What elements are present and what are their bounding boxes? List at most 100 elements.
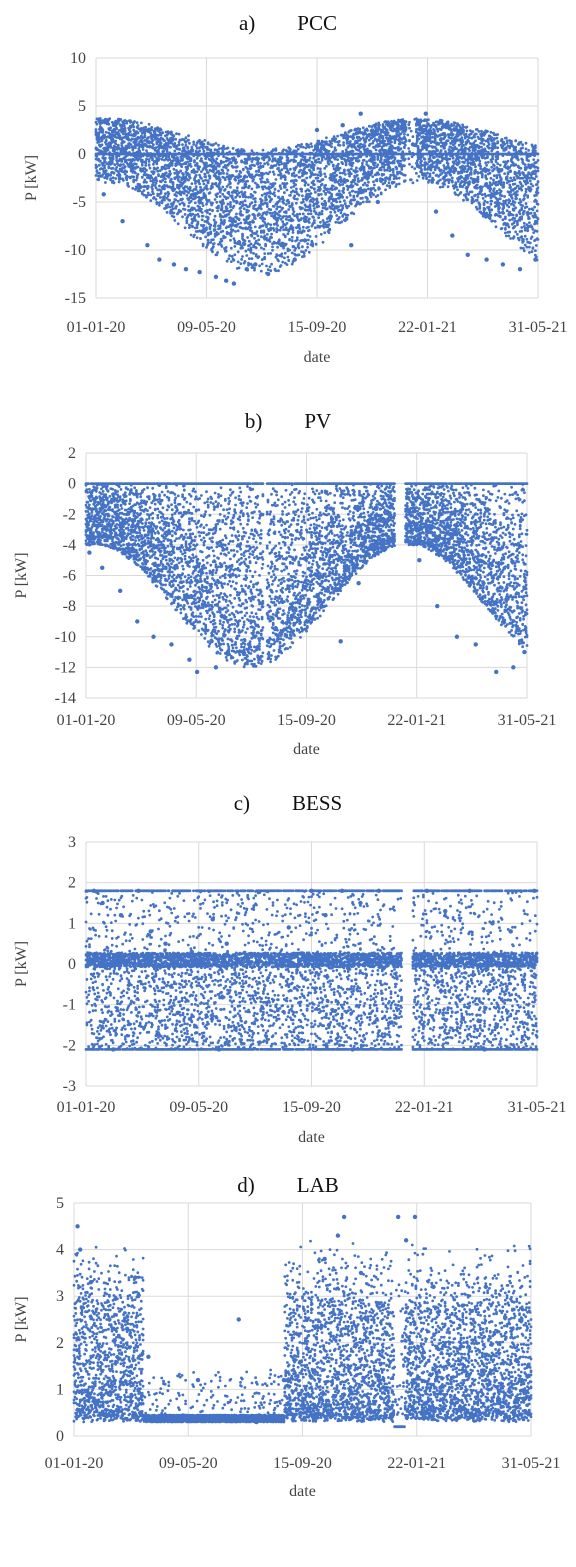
data-point-pcc-6 xyxy=(157,257,162,262)
chart-title-bess: c) BESS xyxy=(234,791,343,815)
data-point-pcc-27 xyxy=(423,111,428,116)
ytick-pv-8: 2 xyxy=(68,445,76,462)
xtick-bess-1: 09-05-20 xyxy=(169,1099,228,1116)
data-point-pv-1 xyxy=(100,565,105,571)
data-point-lab-19 xyxy=(412,1214,418,1220)
ytick-bess-1: -2 xyxy=(63,1037,76,1054)
data-point-pv-24 xyxy=(522,649,527,655)
chart-panel-bess: c) BESS -3 -2 -1 0 1 2 3 01-01-20 09-05-20 15-09-2… xyxy=(0,780,576,1170)
xtick-pv-1: 09-05-20 xyxy=(167,712,226,729)
data-point-pcc-32 xyxy=(500,262,506,267)
data-point-lab-7 xyxy=(195,1377,201,1383)
data-point-pcc-15 xyxy=(265,271,271,277)
xtick-lab-3: 22-01-21 xyxy=(387,1455,446,1472)
ytick-lab-0: 0 xyxy=(56,1428,64,1445)
ylabel-pcc: P [kW] xyxy=(23,155,40,201)
ytick-pv-3: -8 xyxy=(63,598,76,615)
data-point-pv-17 xyxy=(386,535,391,540)
data-point-pcc-3 xyxy=(120,219,125,224)
data-point-bess-12 xyxy=(339,888,345,893)
data-point-bess-1 xyxy=(100,900,105,906)
data-point-pv-23 xyxy=(511,665,516,670)
data-point-bess-7 xyxy=(210,917,215,922)
chart-svg-bess: c) BESS -3 -2 -1 0 1 2 3 01-01-20 09-05-20 15-09-2… xyxy=(13,791,567,1146)
chart-svg-lab: d) LAB 0 1 2 3 4 5 01-01-20 09-05-20 15-09-20 22-0… xyxy=(13,1173,560,1500)
ytick-lab-4: 4 xyxy=(56,1242,64,1259)
data-point-pcc-7 xyxy=(171,262,177,267)
data-point-lab-23 xyxy=(510,1326,515,1332)
xtick-bess-0: 01-01-20 xyxy=(57,1099,116,1116)
data-point-lab-10 xyxy=(281,1377,287,1383)
data-point-pv-15 xyxy=(338,639,343,644)
ytick-bess-5: 2 xyxy=(68,875,76,892)
xlabel-pcc: date xyxy=(304,349,331,366)
chart-title-lab: d) LAB xyxy=(237,1173,339,1197)
data-point-lab-13 xyxy=(335,1233,341,1238)
chart-panel-pv: b) PV -14 -12 -10 -8 -6 -4 -2 0 2 01-01-20 09-05-20… xyxy=(0,390,576,780)
xlabel-bess: date xyxy=(298,1129,325,1146)
data-point-bess-6 xyxy=(189,949,194,954)
data-point-pcc-4 xyxy=(132,132,137,137)
data-point-pcc-9 xyxy=(197,269,202,275)
ytick-bess-6: 3 xyxy=(68,834,76,851)
data-point-pcc-21 xyxy=(340,123,345,128)
ytick-pv-0: -14 xyxy=(55,690,76,707)
data-point-pcc-30 xyxy=(465,252,470,257)
xtick-lab-2: 15-09-20 xyxy=(273,1455,332,1472)
data-point-bess-17 xyxy=(467,888,472,893)
ytick-bess-0: -3 xyxy=(63,1078,76,1095)
data-point-pcc-25 xyxy=(388,124,393,130)
data-point-pcc-2 xyxy=(110,137,115,142)
data-point-bess-25 xyxy=(175,1010,180,1015)
data-point-lab-21 xyxy=(460,1303,466,1308)
chart-title-pv: b) PV xyxy=(245,409,331,433)
ytick-bess-2: -1 xyxy=(63,997,76,1014)
data-point-pcc-17 xyxy=(292,257,297,262)
xlabel-pv: date xyxy=(293,741,320,758)
data-point-bess-10 xyxy=(309,888,314,893)
data-point-lab-14 xyxy=(341,1214,347,1220)
data-point-bess-23 xyxy=(350,1047,355,1052)
data-point-pcc-10 xyxy=(213,274,219,280)
data-point-lab-8 xyxy=(236,1317,241,1322)
ytick-pv-5: -4 xyxy=(63,537,76,554)
series-lab xyxy=(72,1214,533,1429)
xtick-pv-0: 01-01-20 xyxy=(57,712,116,729)
data-point-lab-17 xyxy=(395,1214,401,1220)
data-point-pv-7 xyxy=(194,669,200,675)
ytick-pcc-1: -10 xyxy=(65,242,86,259)
data-point-pcc-5 xyxy=(145,243,150,248)
chart-title-pcc: a) PCC xyxy=(239,11,337,35)
data-point-bess-22 xyxy=(216,1047,222,1052)
data-point-lab-3 xyxy=(107,1317,112,1322)
xtick-pv-3: 22-01-21 xyxy=(387,712,446,729)
ytick-pv-6: -2 xyxy=(63,506,76,523)
xtick-bess-2: 15-09-20 xyxy=(282,1099,341,1116)
xtick-pcc-2: 15-09-20 xyxy=(288,319,347,336)
data-point-pv-20 xyxy=(454,634,460,639)
ytick-bess-3: 0 xyxy=(68,956,76,973)
data-point-pcc-18 xyxy=(302,238,308,243)
xtick-bess-4: 31-05-21 xyxy=(508,1099,567,1116)
xtick-pcc-1: 09-05-20 xyxy=(177,319,236,336)
data-point-lab-22 xyxy=(483,1284,489,1290)
data-point-pcc-14 xyxy=(253,262,258,267)
data-point-pcc-8 xyxy=(183,267,189,272)
point-cloud-bess xyxy=(84,889,539,1051)
data-point-bess-24 xyxy=(482,1047,487,1052)
data-point-pv-19 xyxy=(435,603,440,609)
data-point-pcc-1 xyxy=(101,192,106,197)
xtick-bess-3: 22-01-21 xyxy=(395,1099,454,1116)
data-point-pcc-31 xyxy=(484,257,489,262)
data-point-lab-16 xyxy=(380,1303,386,1308)
data-point-lab-18 xyxy=(403,1238,409,1243)
data-point-bess-4 xyxy=(148,929,153,934)
data-point-bess-26 xyxy=(326,1022,332,1028)
chart-panel-lab: d) LAB 0 1 2 3 4 5 01-01-20 09-05-20 15-09-20 22-0… xyxy=(0,1170,576,1567)
xlabel-lab: date xyxy=(289,1483,316,1500)
ytick-pv-7: 0 xyxy=(68,476,76,493)
data-point-pv-6 xyxy=(187,657,192,662)
data-point-bess-21 xyxy=(110,1047,116,1052)
series-bess xyxy=(84,888,539,1052)
data-point-bess-15 xyxy=(424,888,430,893)
